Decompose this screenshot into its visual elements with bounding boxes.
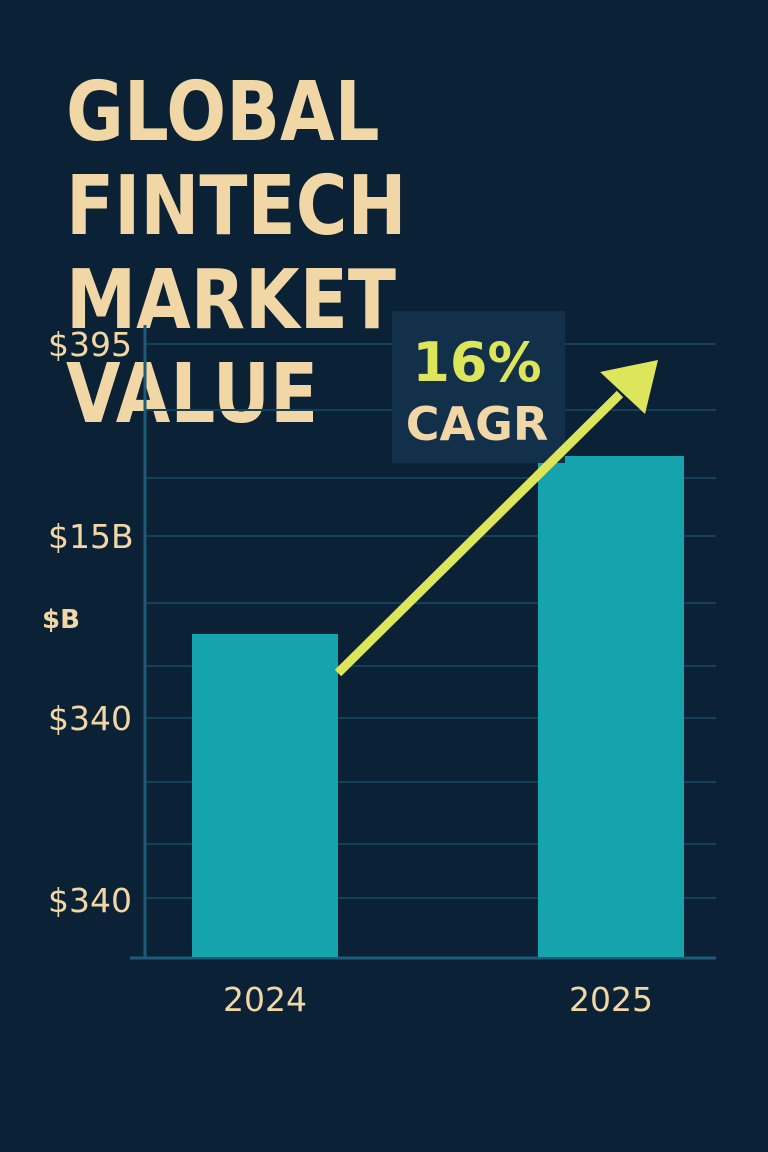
- growth-arrow-head: [600, 360, 658, 414]
- x-category-label: 2025: [569, 980, 653, 1019]
- x-category-label: 2024: [223, 980, 307, 1019]
- y-tick-label: $340: [48, 699, 132, 738]
- y-axis-unit-label: $B: [42, 605, 80, 635]
- annotation-box: [392, 311, 565, 463]
- cagr-label: CAGR: [406, 397, 549, 451]
- y-tick-label: $395: [48, 325, 132, 364]
- chart-title: GLOBAL FINTECH MARKET VALUE: [66, 66, 659, 442]
- bar-2024: [192, 634, 338, 957]
- growth-percent-label: 16%: [412, 331, 541, 394]
- bar-2025: [538, 456, 684, 957]
- growth-arrow-shaft: [334, 390, 624, 677]
- growth-arrow: [334, 360, 658, 677]
- bars: [192, 456, 684, 957]
- chart-title-line-2: MARKET VALUE: [66, 253, 396, 442]
- y-tick-label: $15B: [48, 517, 134, 556]
- chart-title-line-1: GLOBAL FINTECH: [66, 65, 407, 254]
- y-tick-label: $340: [48, 881, 132, 920]
